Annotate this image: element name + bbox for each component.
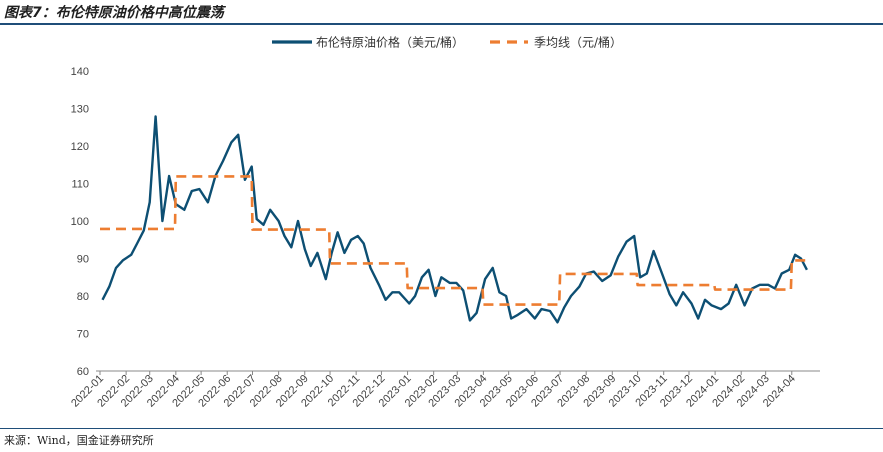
y-tick-label: 100: [71, 216, 89, 228]
y-tick-label: 90: [77, 254, 89, 266]
source-note: 来源：Wind，国金证券研究所: [4, 434, 154, 447]
top-rule: [0, 23, 883, 25]
legend: 布伦特原油价格（美元/桶） 季均线（元/桶）: [272, 35, 622, 50]
y-tick-label: 110: [71, 179, 89, 191]
bottom-rule: [0, 428, 883, 429]
series-line-brent: [101, 115, 808, 324]
y-tick-label: 60: [77, 366, 89, 378]
y-axis: 60 70 80 90 100 110 120 130 140: [71, 66, 89, 378]
y-tick-label: 80: [77, 291, 89, 303]
legend-label-main: 布伦特原油价格（美元/桶）: [316, 35, 464, 50]
figure-title: 图表7：布伦特原油价格中高位震荡: [4, 5, 224, 21]
legend-label-avg: 季均线（元/桶）: [534, 35, 622, 50]
plot-area: [100, 115, 808, 324]
x-axis: 2022-012022-022022-032022-042022-052022-…: [69, 371, 798, 410]
series-line-quarterly-average: [100, 175, 808, 306]
y-tick-label: 70: [77, 329, 89, 341]
y-tick-label: 120: [71, 141, 89, 153]
y-tick-label: 140: [71, 66, 89, 78]
y-tick-label: 130: [71, 104, 89, 116]
